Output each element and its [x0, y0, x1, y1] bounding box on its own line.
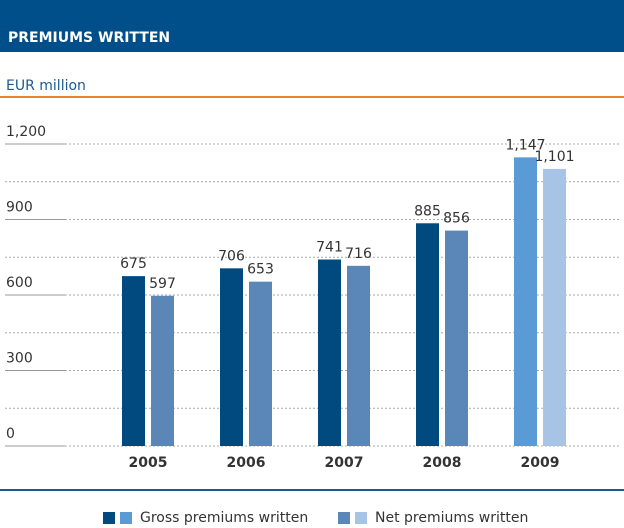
value-label: 856 — [443, 211, 470, 227]
legend-swatch — [103, 512, 115, 524]
bar — [318, 259, 341, 446]
chart-subtitle: EUR million — [6, 78, 86, 94]
value-label: 675 — [120, 256, 147, 272]
y-tick-label: 1,200 — [6, 124, 46, 140]
bar — [445, 230, 468, 446]
y-tick-label: 600 — [6, 275, 33, 291]
bar — [220, 268, 243, 446]
value-label: 1,101 — [534, 149, 574, 165]
y-tick-label: 900 — [6, 200, 33, 216]
value-label: 653 — [247, 262, 274, 278]
bar — [543, 168, 566, 447]
legend-label: Gross premiums written — [140, 510, 308, 526]
x-tick-label: 2008 — [423, 455, 462, 471]
value-label: 597 — [149, 276, 176, 292]
legend-swatch — [355, 512, 367, 524]
bar — [514, 157, 537, 447]
value-label: 741 — [316, 240, 343, 256]
legend-swatch — [338, 512, 350, 524]
chart-title: PREMIUMS WRITTEN — [8, 30, 170, 46]
x-tick-label: 2009 — [521, 455, 560, 471]
value-label: 1,147 — [505, 137, 545, 153]
bar — [416, 223, 439, 446]
y-tick-label: 300 — [6, 351, 33, 367]
subtitle-rule — [0, 96, 624, 98]
bar — [347, 265, 370, 446]
bar — [122, 276, 145, 446]
bar — [151, 295, 174, 446]
legend-label: Net premiums written — [375, 510, 528, 526]
x-tick-label: 2006 — [227, 455, 266, 471]
bar — [249, 281, 272, 446]
bottom-rule — [0, 489, 624, 491]
x-tick-label: 2007 — [325, 455, 364, 471]
y-tick-label: 0 — [6, 426, 15, 442]
value-label: 716 — [345, 246, 372, 262]
value-label: 706 — [218, 248, 245, 264]
legend-swatch — [120, 512, 132, 524]
value-label: 885 — [414, 203, 441, 219]
x-tick-label: 2005 — [129, 455, 168, 471]
header-bar — [0, 0, 624, 52]
